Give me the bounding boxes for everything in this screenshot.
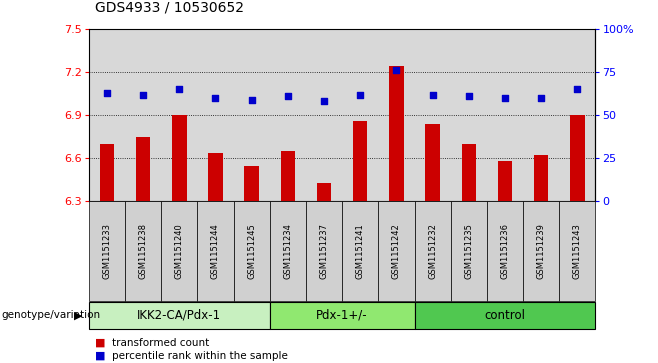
Text: genotype/variation: genotype/variation [1,310,101,321]
Point [246,97,257,103]
Point [318,98,329,104]
Point [101,90,112,96]
Bar [172,115,187,201]
Text: GSM1151240: GSM1151240 [175,224,184,279]
Bar [497,161,512,201]
Bar [461,144,476,201]
Point [210,95,220,101]
Text: GSM1151237: GSM1151237 [320,223,328,280]
Text: GSM1151239: GSM1151239 [537,224,545,279]
Text: GSM1151244: GSM1151244 [211,224,220,279]
Point [283,93,293,99]
Text: GSM1151235: GSM1151235 [465,224,473,279]
Bar [425,124,440,201]
Text: control: control [484,309,526,322]
Text: GSM1151243: GSM1151243 [573,224,582,279]
Text: transformed count: transformed count [112,338,209,348]
Bar [389,66,403,201]
Text: GSM1151242: GSM1151242 [392,224,401,279]
Text: ■: ■ [95,351,106,361]
Text: GSM1151245: GSM1151245 [247,224,256,279]
Text: percentile rank within the sample: percentile rank within the sample [112,351,288,361]
Bar [244,166,259,201]
Text: GSM1151238: GSM1151238 [139,223,147,280]
Bar [570,115,584,201]
Text: ▶: ▶ [74,310,82,321]
Point [572,86,582,92]
Point [499,95,510,101]
Text: GSM1151241: GSM1151241 [356,224,365,279]
Text: GSM1151236: GSM1151236 [501,223,509,280]
Point [427,91,438,97]
Text: ■: ■ [95,338,106,348]
Point [138,91,149,97]
Bar [100,144,114,201]
Text: Pdx-1+/-: Pdx-1+/- [316,309,368,322]
Text: GDS4933 / 10530652: GDS4933 / 10530652 [95,0,244,15]
Point [463,93,474,99]
Text: IKK2-CA/Pdx-1: IKK2-CA/Pdx-1 [138,309,221,322]
Text: GSM1151234: GSM1151234 [284,224,292,279]
Bar [280,151,295,201]
Point [355,91,365,97]
Point [174,86,184,92]
Bar [534,155,548,201]
Bar [208,152,222,201]
Point [391,68,401,73]
Point [536,95,546,101]
Bar [353,121,367,201]
Bar [136,137,150,201]
Bar [316,183,331,201]
Text: GSM1151233: GSM1151233 [103,223,111,280]
Text: GSM1151232: GSM1151232 [428,224,437,279]
